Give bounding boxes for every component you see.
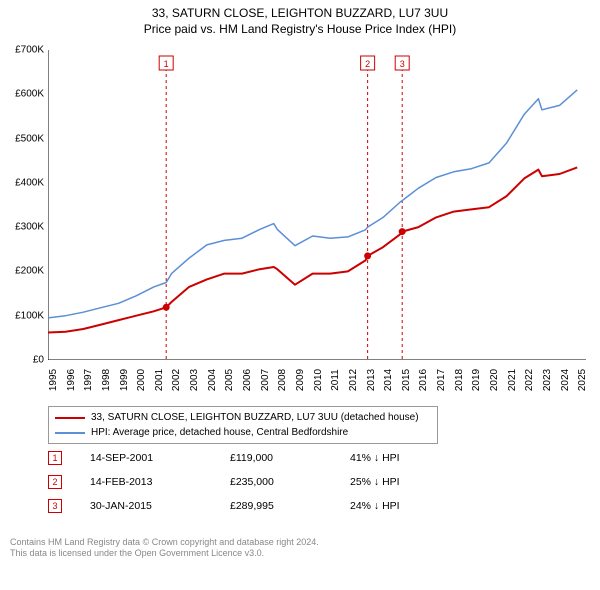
sale-diff: 24% ↓ HPI [350,500,500,512]
sale-date: 14-SEP-2001 [90,452,230,464]
sale-date: 30-JAN-2015 [90,500,230,512]
x-axis: 1995 1996 1997 1998 1999 2000 2001 2002 2003 2004… [48,362,586,402]
x-tick-label: 2017 [436,369,447,391]
sale-marker-badge: 1 [48,451,62,465]
y-tick-label: £0 [33,355,44,366]
x-tick-label: 2025 [577,369,588,391]
x-tick-label: 2020 [489,369,500,391]
legend-label: 33, SATURN CLOSE, LEIGHTON BUZZARD, LU7 … [91,412,419,423]
x-tick-label: 2000 [136,369,147,391]
y-tick-label: £700K [15,45,44,56]
footnote-line: Contains HM Land Registry data © Crown c… [10,537,319,549]
x-tick-label: 2022 [524,369,535,391]
x-tick-label: 2004 [207,369,218,391]
y-tick-label: £300K [15,222,44,233]
x-tick-label: 2002 [171,369,182,391]
sale-price: £289,995 [230,500,350,512]
sale-marker-badge: 2 [48,475,62,489]
y-axis: £0£100K£200K£300K£400K£500K£600K£700K [0,50,46,360]
legend: 33, SATURN CLOSE, LEIGHTON BUZZARD, LU7 … [48,406,438,444]
x-tick-label: 1997 [83,369,94,391]
x-tick-label: 2023 [542,369,553,391]
x-tick-label: 2011 [330,369,341,391]
y-tick-label: £500K [15,133,44,144]
sales-row: 3 30-JAN-2015£289,99524% ↓ HPI [48,494,578,518]
x-tick-label: 2015 [401,369,412,391]
svg-text:1: 1 [164,59,169,69]
x-tick-label: 1998 [101,369,112,391]
x-tick-label: 2021 [507,369,518,391]
legend-item: HPI: Average price, detached house, Cent… [55,425,431,440]
x-tick-label: 2010 [313,369,324,391]
x-tick-label: 2007 [260,369,271,391]
x-tick-label: 2003 [189,369,200,391]
y-tick-label: £200K [15,266,44,277]
sale-diff: 25% ↓ HPI [350,476,500,488]
sales-table: 1 14-SEP-2001£119,00041% ↓ HPI 2 14-FEB-201… [48,446,578,518]
footnote-line: This data is licensed under the Open Gov… [10,548,319,560]
x-tick-label: 2009 [295,369,306,391]
x-tick-label: 1995 [48,369,59,391]
sales-row: 1 14-SEP-2001£119,00041% ↓ HPI [48,446,578,470]
x-tick-label: 1996 [66,369,77,391]
x-tick-label: 2012 [348,369,359,391]
y-tick-label: £600K [15,89,44,100]
x-tick-label: 2016 [418,369,429,391]
x-tick-label: 2008 [277,369,288,391]
chart-title: 33, SATURN CLOSE, LEIGHTON BUZZARD, LU7 … [0,6,600,20]
x-tick-label: 2005 [224,369,235,391]
sale-price: £119,000 [230,452,350,464]
plot-area: 1 2 3 [48,50,586,360]
sale-price: £235,000 [230,476,350,488]
legend-swatch [55,417,85,419]
sale-marker-badge: 3 [48,499,62,513]
chart-subtitle: Price paid vs. HM Land Registry's House … [0,22,600,36]
x-tick-label: 2001 [154,369,165,391]
svg-text:3: 3 [400,59,405,69]
sale-date: 14-FEB-2013 [90,476,230,488]
x-tick-label: 2006 [242,369,253,391]
x-tick-label: 1999 [119,369,130,391]
x-tick-label: 2018 [454,369,465,391]
legend-label: HPI: Average price, detached house, Cent… [91,427,348,438]
y-tick-label: £400K [15,177,44,188]
legend-item: 33, SATURN CLOSE, LEIGHTON BUZZARD, LU7 … [55,410,431,425]
x-tick-label: 2024 [560,369,571,391]
legend-swatch [55,432,85,434]
chart-container: 33, SATURN CLOSE, LEIGHTON BUZZARD, LU7 … [0,0,600,590]
x-tick-label: 2019 [471,369,482,391]
sale-diff: 41% ↓ HPI [350,452,500,464]
sales-row: 2 14-FEB-2013£235,00025% ↓ HPI [48,470,578,494]
y-tick-label: £100K [15,310,44,321]
x-tick-label: 2014 [383,369,394,391]
x-tick-label: 2013 [366,369,377,391]
plot-svg: 1 2 3 [48,50,586,360]
footnote: Contains HM Land Registry data © Crown c… [10,537,319,560]
chart-title-block: 33, SATURN CLOSE, LEIGHTON BUZZARD, LU7 … [0,0,600,36]
svg-text:2: 2 [365,59,370,69]
